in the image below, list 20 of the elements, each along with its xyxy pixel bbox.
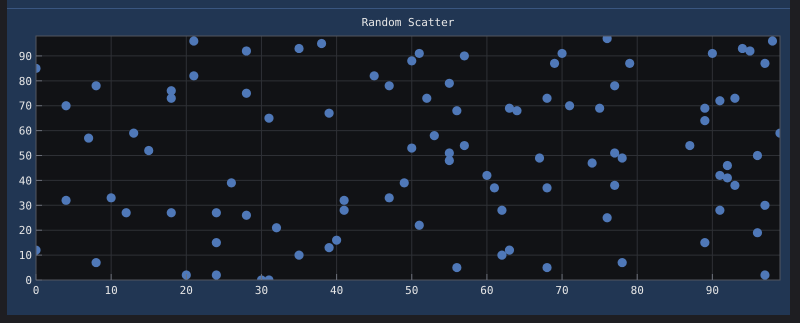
y-tick-label: 60 [18,124,32,138]
x-tick-label: 90 [706,284,719,297]
x-tick-label: 10 [104,284,118,297]
x-tick-label: 80 [630,284,644,297]
y-tick-label: 40 [18,174,32,188]
x-tick-label: 30 [254,284,268,297]
x-tick-label: 70 [555,284,569,297]
y-tick-label: 0 [25,274,32,287]
x-tick-label: 20 [180,284,193,297]
y-tick-label: 50 [18,150,32,163]
y-tick-label: 80 [18,74,32,88]
y-tick-label: 90 [18,50,32,63]
y-tick-label: 10 [18,249,32,262]
y-tick-label: 70 [18,100,32,113]
x-tick-label: 60 [480,284,494,297]
y-tick-label: 20 [18,224,32,238]
y-tick-label: 30 [18,199,32,212]
chart-title: Random Scatter [362,16,455,29]
x-tick-label: 40 [330,284,344,297]
x-tick-label: 50 [405,284,418,297]
